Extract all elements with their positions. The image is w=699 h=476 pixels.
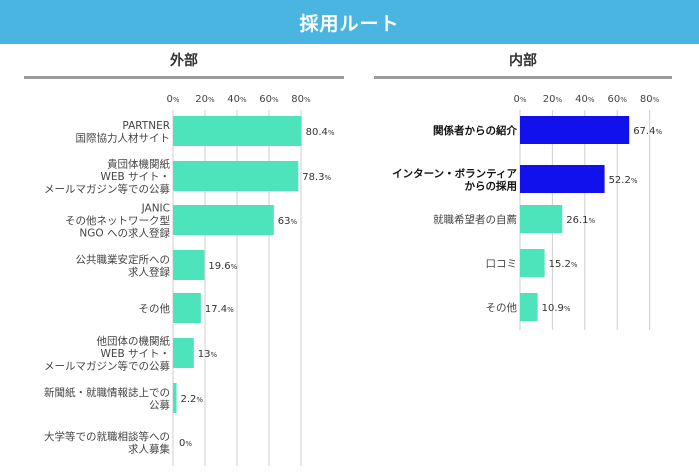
tick-label: 40% (575, 94, 595, 105)
category-label: 大学等での就職相談等への求人募集 (44, 430, 170, 456)
category-label: 関係者からの紹介 (433, 124, 517, 137)
value-label: 19.6% (208, 261, 237, 272)
category-label: 貴団体機関紙 WEB サイト・メールマガジン等での公募 (44, 158, 170, 196)
internal-panel-rule (374, 76, 672, 79)
value-label: 17.4% (205, 304, 234, 315)
external-panel-title: 外部 (170, 53, 198, 69)
bar (520, 205, 563, 233)
tick-label: 20% (543, 94, 563, 105)
internal-panel-title: 内部 (509, 53, 537, 69)
tick-label: 80% (640, 94, 660, 105)
bar (520, 116, 630, 144)
value-label: 13% (198, 349, 218, 360)
value-label: 63% (278, 216, 298, 227)
chart-0: 0% 20% 40% 60% 80% 80.4% PARTNER 国際協力人材サイト 78.3%… (44, 94, 335, 466)
external-panel-rule (24, 76, 344, 79)
category-label: その他 (486, 301, 518, 314)
value-label: 2.2% (181, 394, 204, 405)
category-label: インターン・ボランティアからの採用 (392, 167, 517, 193)
tick-label: 20% (195, 94, 215, 105)
value-label: 26.1% (566, 215, 595, 226)
category-label: 他団体の機関紙 WEB サイト・メールマガジン等での公募 (44, 335, 170, 373)
bar (173, 205, 274, 235)
bar (520, 293, 538, 321)
bar (173, 116, 302, 146)
value-label: 67.4% (633, 126, 662, 137)
page-title: 採用ルート (299, 12, 400, 35)
category-label: PARTNER 国際協力人材サイト (76, 120, 171, 145)
value-label: 10.9% (542, 303, 571, 314)
tick-label: 0% (166, 94, 179, 105)
bar (173, 293, 201, 323)
tick-label: 40% (227, 94, 247, 105)
category-label: JANIC その他ネットワーク型 NGO への求人登録 (65, 203, 170, 240)
category-label: 新聞紙・就職情報誌上での公募 (44, 386, 170, 412)
tick-label: 0% (513, 94, 526, 105)
chart-1: 0% 20% 40% 60% 80% 67.4% 関係者からの紹介 52.2% インターン・ボラ… (392, 94, 662, 330)
category-label: 就職希望者の自薦 (433, 213, 517, 226)
value-label: 52.2% (609, 175, 638, 186)
bar (173, 161, 299, 191)
category-label: その他 (139, 302, 171, 315)
tick-label: 60% (608, 94, 628, 105)
bar (173, 338, 194, 368)
value-label: 15.2% (549, 259, 578, 270)
bar (173, 383, 177, 413)
bar (520, 249, 545, 277)
bar (520, 165, 605, 193)
category-label: 口コミ (486, 258, 518, 270)
page-banner: 採用ルート (0, 0, 699, 44)
bar (173, 250, 205, 280)
value-label: 0% (179, 438, 192, 449)
value-label: 80.4% (306, 127, 335, 138)
value-label: 78.3% (302, 172, 331, 183)
tick-label: 60% (259, 94, 279, 105)
tick-label: 80% (291, 94, 311, 105)
category-label: 公共職業安定所への求人登録 (76, 253, 171, 279)
